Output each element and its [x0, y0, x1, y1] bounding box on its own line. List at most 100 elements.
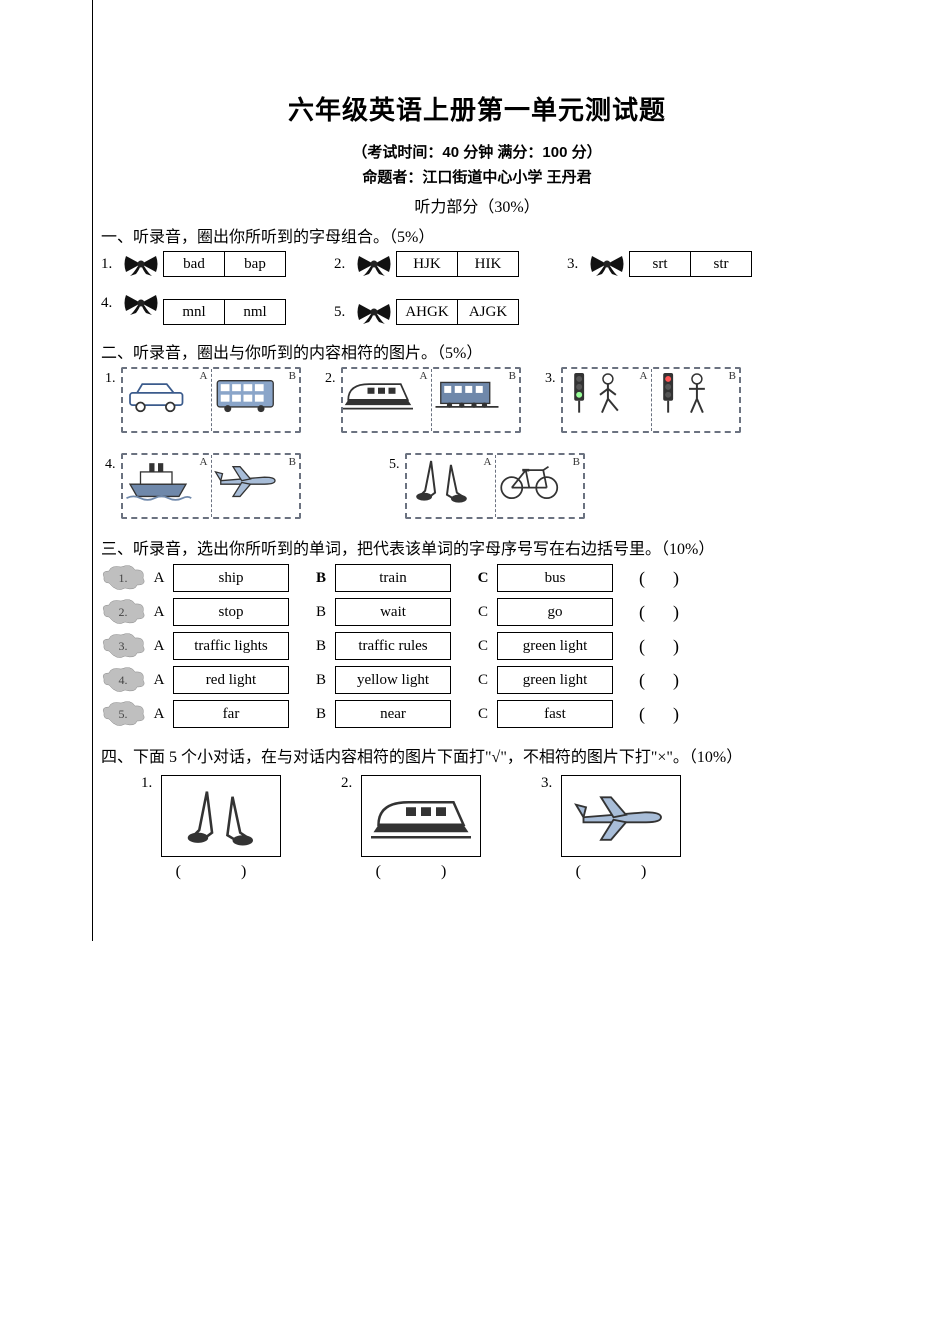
answer-blank[interactable]: () [639, 704, 679, 725]
ship-icon: A [123, 455, 211, 517]
q3-opt-b[interactable]: traffic rules [335, 632, 451, 660]
q2-num: 4. [105, 453, 119, 473]
q2-row-1: 1. A B 2. A B 3. A B [105, 367, 853, 433]
q1-opt[interactable]: srt [629, 251, 691, 277]
q3-row: 3. A traffic lights B traffic rules C gr… [101, 631, 853, 661]
q2-row-2: 4. A B 5. A B [105, 453, 853, 519]
q1-row-a: 1. bad bap 2. HJK HIK 3. srt str [101, 251, 853, 277]
stamp-box[interactable]: A B [341, 367, 521, 433]
q2-item-4: 4. A B [105, 453, 301, 519]
answer-blank[interactable]: () [639, 670, 679, 691]
plane-icon [561, 775, 681, 857]
feet-icon [161, 775, 281, 857]
feet-icon: A [407, 455, 495, 517]
cloud-icon: 1. [101, 563, 145, 593]
car-icon: A [123, 369, 211, 431]
q2-item-5: 5. A B [389, 453, 585, 519]
q3-row: 1. A ship B train C bus () [101, 563, 853, 593]
q3-opt-b[interactable]: wait [335, 598, 451, 626]
answer-blank[interactable]: () [376, 863, 447, 881]
q3-opt-a[interactable]: traffic lights [173, 632, 289, 660]
train-icon: B [431, 369, 520, 431]
answer-blank[interactable]: () [576, 863, 647, 881]
q4-item-1: 1. () [141, 775, 281, 881]
exam-author: 命题者：江口街道中心小学 王丹君 [101, 166, 853, 187]
label-a: A [151, 672, 167, 689]
content: 六年级英语上册第一单元测试题 （考试时间：40 分钟 满分：100 分） 命题者… [93, 90, 853, 881]
answer-blank[interactable]: () [639, 602, 679, 623]
q3-opt-b[interactable]: yellow light [335, 666, 451, 694]
q2-num: 5. [389, 453, 403, 473]
bow-icon [356, 252, 392, 276]
q1-opt[interactable]: bap [225, 251, 286, 277]
bow-icon [123, 252, 159, 276]
q2-num: 2. [325, 367, 339, 387]
label-a: A [151, 604, 167, 621]
q1-opt[interactable]: nml [225, 299, 286, 325]
q3-opt-b[interactable]: near [335, 700, 451, 728]
q2-num: 3. [545, 367, 559, 387]
plane-icon: B [211, 455, 300, 517]
listening-header: 听力部分（30%） [101, 193, 853, 217]
label-c: C [475, 570, 491, 587]
q1-opt[interactable]: mnl [163, 299, 225, 325]
q3-opt-b[interactable]: train [335, 564, 451, 592]
q1-opt[interactable]: AJGK [458, 299, 519, 325]
q3-opt-a[interactable]: far [173, 700, 289, 728]
bow-icon [123, 291, 159, 315]
q2-num: 1. [105, 367, 119, 387]
q1-opt[interactable]: bad [163, 251, 225, 277]
label-c: C [475, 706, 491, 723]
q3-opt-c[interactable]: green light [497, 632, 613, 660]
label-b: B [313, 706, 329, 723]
traffic-light-icon: B [651, 369, 740, 431]
fast-train-icon [361, 775, 481, 857]
stamp-box[interactable]: A B [121, 367, 301, 433]
label-b: B [313, 570, 329, 587]
bus-icon: B [211, 369, 300, 431]
label-c: C [475, 672, 491, 689]
q3-opt-a[interactable]: red light [173, 666, 289, 694]
q2-item-3: 3. A B [545, 367, 741, 433]
q2-item-1: 1. A B [105, 367, 301, 433]
q4-item-3: 3. () [541, 775, 681, 881]
stamp-box[interactable]: A B [561, 367, 741, 433]
q1-num-1: 1. [101, 256, 119, 273]
q3-row: 5. A far B near C fast () [101, 699, 853, 729]
q3-row: 2. A stop B wait C go () [101, 597, 853, 627]
answer-blank[interactable]: () [176, 863, 247, 881]
page: 六年级英语上册第一单元测试题 （考试时间：40 分钟 满分：100 分） 命题者… [92, 0, 853, 941]
q3-opt-a[interactable]: ship [173, 564, 289, 592]
q1-opt[interactable]: HIK [458, 251, 519, 277]
cloud-icon: 5. [101, 699, 145, 729]
q1-pair-4: mnl nml [163, 299, 286, 325]
label-b: B [313, 638, 329, 655]
q1-row-b: 4. mnl nml 5. AHGK AJGK [101, 281, 853, 325]
q3-opt-a[interactable]: stop [173, 598, 289, 626]
q1-pair-1: bad bap [163, 251, 286, 277]
q3-opt-c[interactable]: fast [497, 700, 613, 728]
q2-item-2: 2. A B [325, 367, 521, 433]
cloud-icon: 3. [101, 631, 145, 661]
q1-num-4: 4. [101, 295, 119, 312]
answer-blank[interactable]: () [639, 636, 679, 657]
traffic-light-icon: A [563, 369, 651, 431]
answer-blank[interactable]: () [639, 568, 679, 589]
label-b: B [313, 672, 329, 689]
page-title: 六年级英语上册第一单元测试题 [101, 90, 853, 127]
q3-opt-c[interactable]: go [497, 598, 613, 626]
q1-opt[interactable]: str [691, 251, 752, 277]
q3-opt-c[interactable]: bus [497, 564, 613, 592]
q1-opt[interactable]: AHGK [396, 299, 458, 325]
q1-opt[interactable]: HJK [396, 251, 458, 277]
stamp-box[interactable]: A B [405, 453, 585, 519]
q1-pair-3: srt str [629, 251, 752, 277]
q4-row: 1. () 2. () 3. () [141, 775, 853, 881]
stamp-box[interactable]: A B [121, 453, 301, 519]
q2-instruction: 二、听录音，圈出与你听到的内容相符的图片。（5%） [101, 339, 853, 363]
q4-instruction: 四、下面 5 个小对话，在与对话内容相符的图片下面打"√"，不相符的图片下打"×… [101, 743, 853, 767]
q3-rows: 1. A ship B train C bus () 2. A stop B w… [101, 563, 853, 729]
label-b: B [313, 604, 329, 621]
q3-opt-c[interactable]: green light [497, 666, 613, 694]
q4-item-2: 2. () [341, 775, 481, 881]
